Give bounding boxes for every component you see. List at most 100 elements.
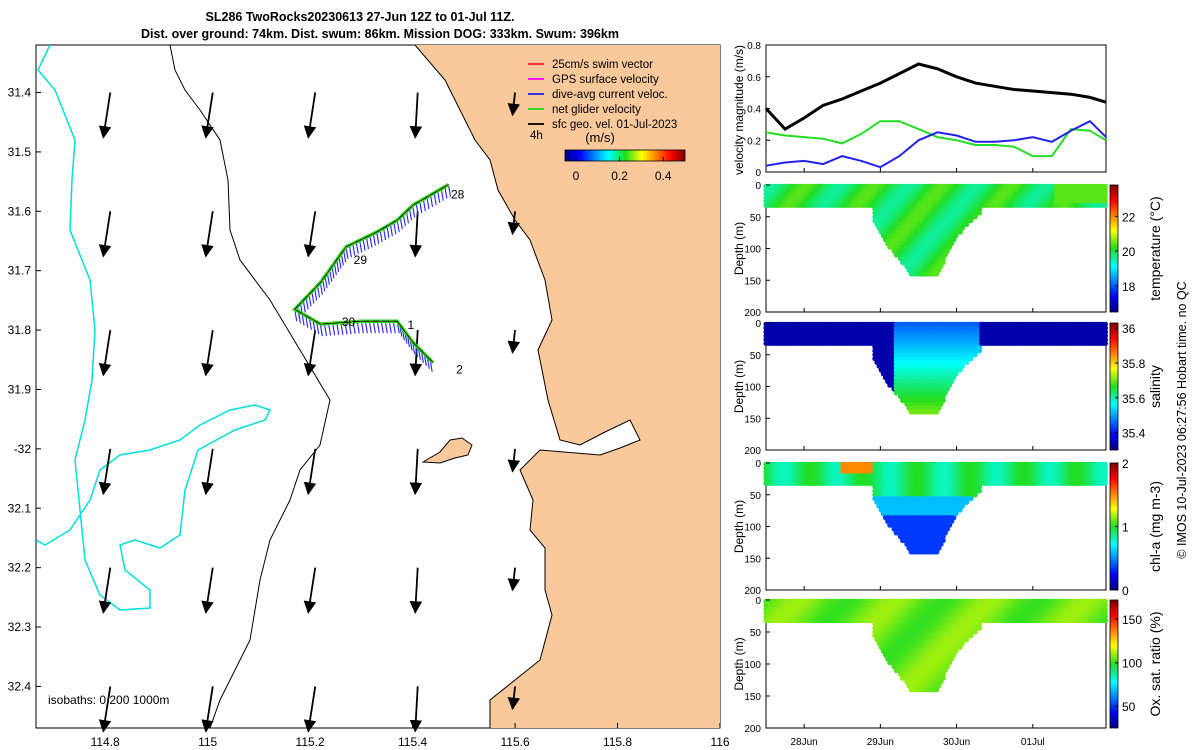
section-data-point	[959, 225, 966, 231]
section-data-point	[940, 537, 946, 544]
section-data-point	[949, 378, 955, 384]
dive-avg-current-tick	[332, 323, 336, 336]
section-data-point	[968, 356, 974, 362]
section-y-tick-label: 200	[744, 446, 761, 457]
day-label: 1	[407, 318, 414, 332]
section-data-point	[940, 256, 946, 262]
dive-avg-current-tick	[393, 222, 397, 235]
colorbar-tick-label: 35.6	[1122, 392, 1146, 406]
day-label: 29	[354, 253, 368, 267]
dive-avg-current-tick	[444, 186, 448, 199]
dive-avg-current-tick	[364, 321, 368, 334]
colorbar-tick-label: 36	[1122, 322, 1136, 336]
section-data-point	[964, 221, 970, 227]
map-y-tick-label: -32	[14, 442, 32, 456]
section-data-point	[938, 263, 944, 269]
section-y-tick-label: 150	[744, 276, 761, 287]
dive-avg-current-tick	[396, 220, 400, 233]
section-y-tick-label: 0	[755, 319, 761, 330]
current-vector-arrow	[303, 92, 317, 139]
section-data-point	[972, 352, 978, 358]
section-data-point	[972, 214, 978, 220]
section-data-point	[942, 252, 948, 258]
map-x-tick-label: 115.4	[398, 735, 427, 749]
section-y-tick-label: 50	[750, 491, 762, 502]
dive-avg-current-tick	[376, 321, 380, 334]
dive-avg-current-tick	[429, 194, 434, 208]
dive-avg-current-tick	[447, 184, 451, 197]
dive-avg-current-tick	[352, 243, 356, 256]
section-y-tick-label: 0	[755, 459, 761, 470]
map-y-tick-label: 31.6	[8, 204, 32, 218]
section-data-point	[1102, 480, 1108, 486]
section-data-point	[936, 267, 942, 273]
dive-avg-current-tick	[359, 240, 363, 253]
dive-avg-current-tick	[372, 321, 376, 334]
island	[421, 437, 473, 464]
section-data-point	[968, 218, 974, 224]
section-y-tick-label: 50	[750, 351, 762, 362]
section-data-point	[940, 259, 946, 266]
glider-track	[291, 183, 451, 372]
track-centerline	[294, 184, 449, 363]
current-vector-arrow	[201, 567, 214, 614]
section-data-point	[976, 344, 983, 350]
colorbar-tick-label: 2	[1122, 457, 1129, 471]
section-data-point	[964, 359, 970, 365]
section-data-point	[1102, 321, 1108, 327]
velocity-series-line	[765, 120, 1107, 158]
dive-avg-current-tick	[383, 228, 387, 241]
section-data-point	[944, 248, 951, 254]
legend-label: GPS surface velocity	[552, 74, 659, 86]
section-data-point	[940, 394, 946, 400]
current-vectors	[98, 92, 521, 733]
colorbar-tick-label: 35.4	[1122, 427, 1146, 441]
section-data-point	[1102, 183, 1108, 189]
current-vector-arrow	[507, 211, 521, 236]
current-vector-arrow	[98, 448, 112, 496]
dive-avg-current-tick	[362, 238, 366, 251]
section-data-point	[1102, 195, 1108, 201]
velocity-ylabel: velocity magnitude (m/s)	[732, 45, 746, 175]
dive-avg-current-tick	[380, 321, 384, 334]
section-data-point	[1102, 329, 1108, 335]
current-vector-arrow	[98, 686, 112, 733]
dive-avg-current-tick	[440, 188, 444, 201]
dive-avg-current-tick	[426, 196, 430, 210]
colorbar-title: salinity	[1147, 365, 1163, 408]
dive-avg-current-tick	[340, 322, 344, 335]
section-data-point	[951, 237, 957, 243]
dive-avg-current-tick	[372, 233, 376, 246]
map-x-tick-label: 116	[710, 735, 729, 749]
section-data-point	[1102, 340, 1108, 346]
dive-avg-current-tick	[422, 199, 426, 212]
map-y-tick-label: 31.8	[8, 323, 32, 337]
current-vector-arrow	[409, 211, 423, 258]
section-data-points	[763, 183, 1108, 277]
section-data-point	[976, 206, 983, 212]
section-data-points	[763, 321, 1108, 415]
map-x-tick-label: 115.6	[500, 735, 529, 749]
map-y-tick-label: 32.3	[8, 620, 32, 634]
dive-avg-current-tick	[365, 236, 370, 250]
map-x-tick-label: 115.8	[603, 735, 632, 749]
coastline-0m	[414, 45, 641, 728]
section-y-tick-label: 0	[755, 181, 761, 192]
velocity-series-line	[764, 62, 1107, 132]
section-data-point	[976, 348, 983, 354]
current-vector-arrow	[303, 448, 317, 496]
section-data-point	[1102, 191, 1108, 197]
current-vector-arrow	[409, 567, 423, 614]
colorbar-tick-label: 20	[1122, 245, 1136, 259]
dive-avg-current-tick	[386, 226, 390, 239]
colorbar-tick-label: 1	[1122, 521, 1129, 535]
section-y-tick-label: 100	[744, 383, 761, 394]
colorbar-tick-label: 0	[573, 169, 580, 183]
dive-avg-current-tick	[319, 324, 323, 337]
current-vector-arrow	[98, 329, 112, 377]
section-data-point	[953, 371, 959, 377]
